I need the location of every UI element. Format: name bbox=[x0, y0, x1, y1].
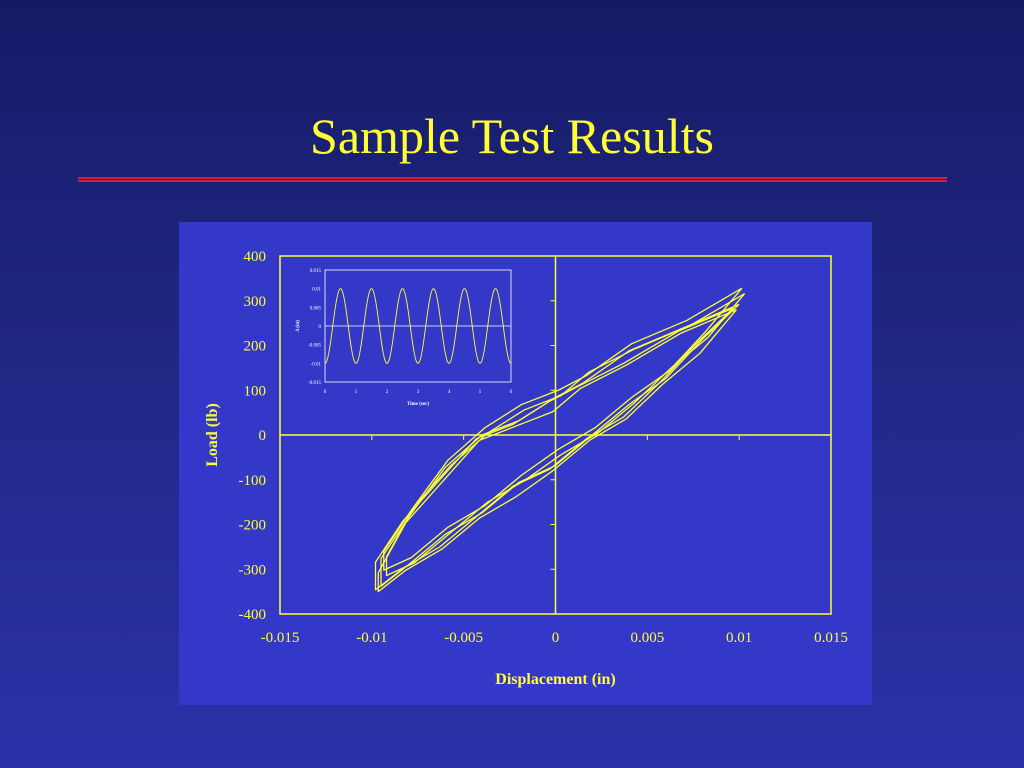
y-tick-label: -200 bbox=[239, 518, 267, 534]
x-tick-label: 0 bbox=[552, 630, 560, 646]
x-tick-label: 0.01 bbox=[726, 630, 752, 646]
y-tick-label: -300 bbox=[239, 562, 267, 578]
inset-x-tick-label: 4 bbox=[448, 390, 451, 395]
hysteresis-loop-line bbox=[383, 287, 743, 571]
x-tick-label: -0.005 bbox=[444, 630, 483, 646]
y-tick-label: -100 bbox=[239, 473, 267, 489]
hysteresis-loop-line bbox=[377, 309, 737, 593]
inset-x-tick-label: 2 bbox=[386, 390, 389, 395]
x-tick-label: 0.005 bbox=[630, 630, 664, 646]
inset-displacement-line bbox=[324, 288, 512, 364]
y-tick-label: 0 bbox=[259, 428, 267, 444]
x-tick-label: -0.015 bbox=[261, 630, 300, 646]
inset-x-tick-label: 6 bbox=[510, 390, 513, 395]
inset-y-tick-label: 0.015 bbox=[310, 269, 322, 274]
inset-x-axis-title: Time (sec) bbox=[407, 402, 429, 407]
y-tick-label: 300 bbox=[244, 294, 267, 310]
inset-y-tick-label: 0.005 bbox=[310, 306, 322, 311]
x-tick-label: 0.015 bbox=[814, 630, 848, 646]
hysteresis-chart: -0.015 -0.01 -0.005 0 0.005 0.01 0.01540030020… bbox=[204, 249, 848, 688]
hysteresis-loop-line bbox=[380, 303, 740, 587]
y-tick-label: 200 bbox=[244, 339, 267, 355]
inset-x-tick-label: 1 bbox=[355, 390, 358, 395]
y-axis-title: Load (lb) bbox=[204, 403, 221, 467]
inset-y-tick-label: -0.015 bbox=[308, 381, 321, 386]
inset-y-axis-title: Δ (in) bbox=[296, 320, 301, 332]
hysteresis-loop-line bbox=[385, 293, 746, 577]
chart-panel: -0.015 -0.01 -0.005 0 0.005 0.01 0.015 400 300 20… bbox=[179, 222, 872, 705]
y-tick-label: 100 bbox=[244, 383, 267, 399]
x-axis-title: Displacement (in) bbox=[495, 671, 615, 688]
inset-y-tick-label: -0.005 bbox=[308, 344, 321, 349]
y-tick-label: 400 bbox=[244, 249, 267, 265]
y-tick-label: -400 bbox=[239, 607, 267, 623]
hysteresis-loop-line bbox=[374, 307, 735, 591]
inset-x-tick-label: 0 bbox=[324, 390, 327, 395]
slide-title: Sample Test Results bbox=[310, 108, 714, 164]
inset-y-tick-label: 0 bbox=[319, 325, 322, 330]
title-divider bbox=[78, 177, 947, 182]
x-tick-label: -0.01 bbox=[356, 630, 387, 646]
inset-y-tick-label: 0.01 bbox=[312, 288, 321, 293]
inset-x-tick-label: 3 bbox=[417, 390, 420, 395]
inset-x-tick-label: 5 bbox=[479, 390, 482, 395]
inset-y-tick-label: -0.01 bbox=[311, 362, 322, 367]
